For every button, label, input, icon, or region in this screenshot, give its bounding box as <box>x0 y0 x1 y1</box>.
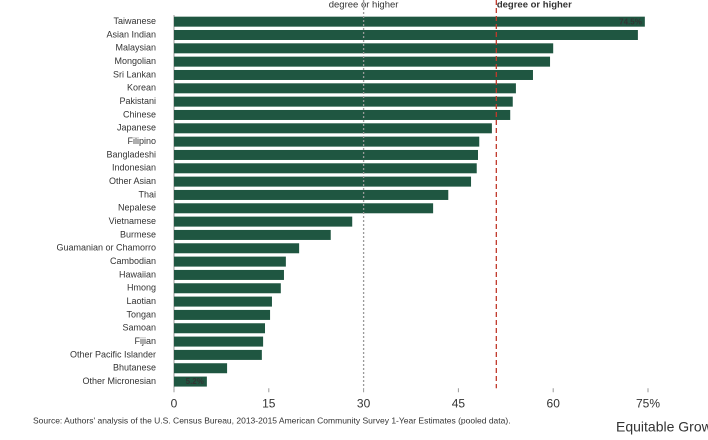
bar <box>174 149 478 160</box>
y-tick-label: Other Pacific Islander <box>70 349 156 359</box>
y-tick-label: Bangladeshi <box>106 149 156 159</box>
y-tick-label: Japanese <box>117 123 156 133</box>
x-tick-label: 0 <box>171 396 178 410</box>
y-tick-label: Burmese <box>120 229 156 239</box>
y-tick-label: Cambodian <box>110 256 156 266</box>
y-tick-label: Other Asian <box>109 176 156 186</box>
bar <box>174 123 492 134</box>
bar <box>174 376 207 387</box>
y-tick-label: Taiwanese <box>113 16 156 26</box>
bar <box>174 283 281 294</box>
y-tick-label: Pakistani <box>119 96 156 106</box>
bar <box>174 176 472 187</box>
bar <box>174 336 264 347</box>
bar <box>174 163 477 174</box>
logo: Equitable Growth <box>616 419 708 435</box>
y-tick-label: Korean <box>127 83 156 93</box>
y-tick-label: Guamanian or Chamorro <box>56 243 156 253</box>
bar <box>174 229 331 240</box>
bar <box>174 29 638 40</box>
bar <box>174 83 516 94</box>
y-tick-label: Mongolian <box>114 56 156 66</box>
bar <box>174 109 511 120</box>
bar <box>174 296 272 307</box>
y-tick-label: Thai <box>138 189 156 199</box>
x-tick-label: 30 <box>357 396 371 410</box>
bar <box>174 136 480 147</box>
bar <box>174 256 286 267</box>
bar <box>174 216 353 227</box>
source-note: Source: Authors' analysis of the U.S. Ce… <box>33 415 511 425</box>
y-tick-label: Malaysian <box>115 43 156 53</box>
y-tick-label: Samoan <box>122 323 156 333</box>
bar <box>174 323 266 334</box>
y-tick-label: Hawaiian <box>119 269 156 279</box>
x-tick-label: 75% <box>636 396 660 410</box>
value-label: 5.2% <box>186 377 204 386</box>
y-tick-label: Chinese <box>123 109 156 119</box>
y-tick-label: Bhutanese <box>113 363 156 373</box>
x-tick-label: 15 <box>262 396 276 410</box>
x-tick-label: 60 <box>547 396 561 410</box>
y-tick-label: Asian Indian <box>106 29 156 39</box>
bar <box>174 189 449 200</box>
reference-label: degree or higher <box>329 0 399 11</box>
value-label: 74.5% <box>619 17 642 26</box>
bar <box>174 96 513 107</box>
y-tick-label: Other Micronesian <box>82 376 156 386</box>
bar <box>174 269 284 280</box>
y-tick-label: Nepalese <box>118 203 156 213</box>
y-tick-label: Filipino <box>127 136 156 146</box>
y-tick-label: Laotian <box>126 296 156 306</box>
x-tick-label: 45 <box>452 396 466 410</box>
bar <box>174 16 645 27</box>
y-tick-label: Vietnamese <box>109 216 156 226</box>
y-tick-label: Indonesian <box>112 163 156 173</box>
bar <box>174 363 228 374</box>
bar <box>174 309 271 320</box>
bar <box>174 69 533 80</box>
bar <box>174 203 434 214</box>
bar <box>174 243 300 254</box>
y-tick-label: Hmong <box>127 283 156 293</box>
y-tick-label: Tongan <box>126 309 156 319</box>
bar <box>174 349 262 360</box>
bar <box>174 56 551 67</box>
reference-label: degree or higher <box>497 0 572 11</box>
y-tick-label: Fijian <box>134 336 156 346</box>
y-tick-label: Sri Lankan <box>113 69 156 79</box>
